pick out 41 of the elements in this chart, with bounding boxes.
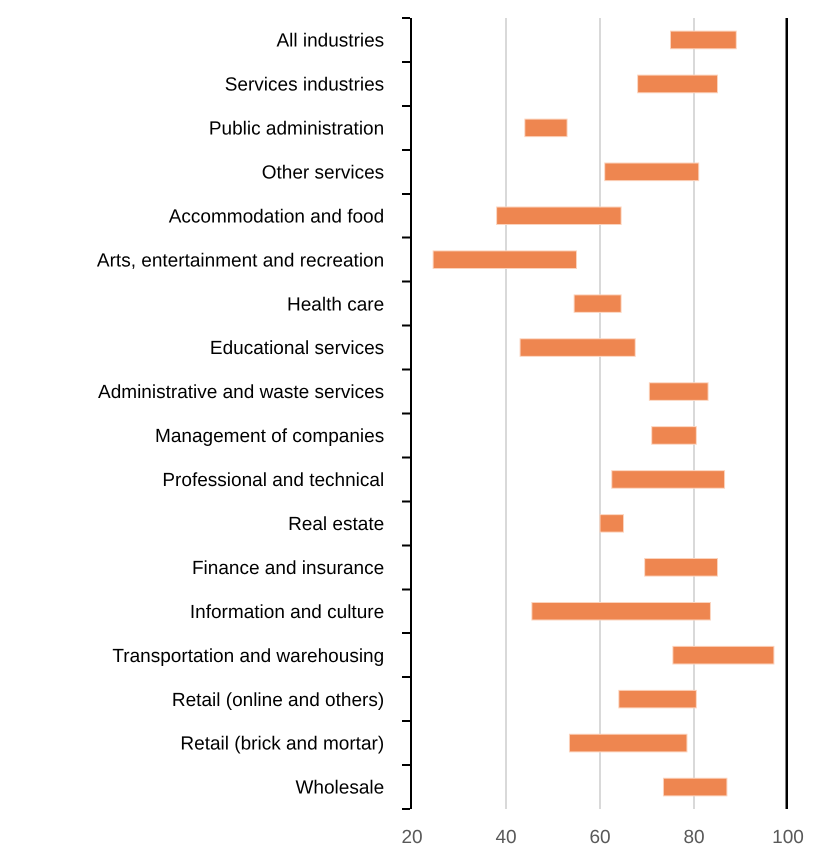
bar: [574, 294, 622, 313]
bar: [637, 74, 718, 94]
bar: [531, 602, 711, 621]
y-tick-label: Educational services: [210, 338, 384, 360]
y-tick-label: Public administration: [208, 118, 384, 140]
bar: [496, 206, 622, 226]
y-tick-label: Administrative and waste services: [98, 382, 384, 404]
y-tick-label: Health care: [287, 294, 384, 316]
x-tick-label: 80: [683, 827, 705, 848]
y-tick-label: Management of companies: [155, 426, 384, 448]
x-tick-label: 60: [589, 827, 611, 848]
y-tick-label: Wholesale: [295, 778, 384, 799]
bar: [670, 30, 737, 50]
y-tick-label: Finance and insurance: [192, 558, 384, 579]
bar: [600, 514, 624, 533]
y-tick-label: Arts, entertainment and recreation: [96, 250, 384, 272]
bar: [644, 558, 718, 577]
y-tick-label: Information and culture: [190, 602, 384, 623]
bar: [651, 426, 697, 445]
bar: [568, 734, 688, 752]
bar: [611, 470, 726, 489]
bar: [524, 118, 568, 138]
y-tick-label: Transportation and warehousing: [112, 646, 384, 667]
y-tick-label: Retail (brick and mortar): [180, 734, 384, 755]
y-tick-label: All industries: [276, 30, 384, 52]
y-tick-label: Retail (online and others): [172, 690, 384, 711]
y-tick-label: Other services: [262, 162, 384, 184]
bar: [520, 338, 636, 357]
bar: [672, 646, 774, 664]
y-tick-label: Real estate: [288, 514, 384, 536]
y-tick-label: Professional and technical: [162, 470, 384, 492]
y-tick-label: Services industries: [224, 74, 384, 96]
y-tick-label: Accommodation and food: [168, 206, 384, 228]
x-tick-label: 40: [495, 827, 517, 848]
bar: [432, 250, 577, 269]
x-tick-label: 20: [401, 827, 423, 848]
bar: [662, 778, 728, 796]
bar: [648, 382, 709, 401]
bar: [604, 162, 700, 182]
x-tick-label: 100: [772, 827, 804, 848]
bar: [618, 690, 697, 708]
